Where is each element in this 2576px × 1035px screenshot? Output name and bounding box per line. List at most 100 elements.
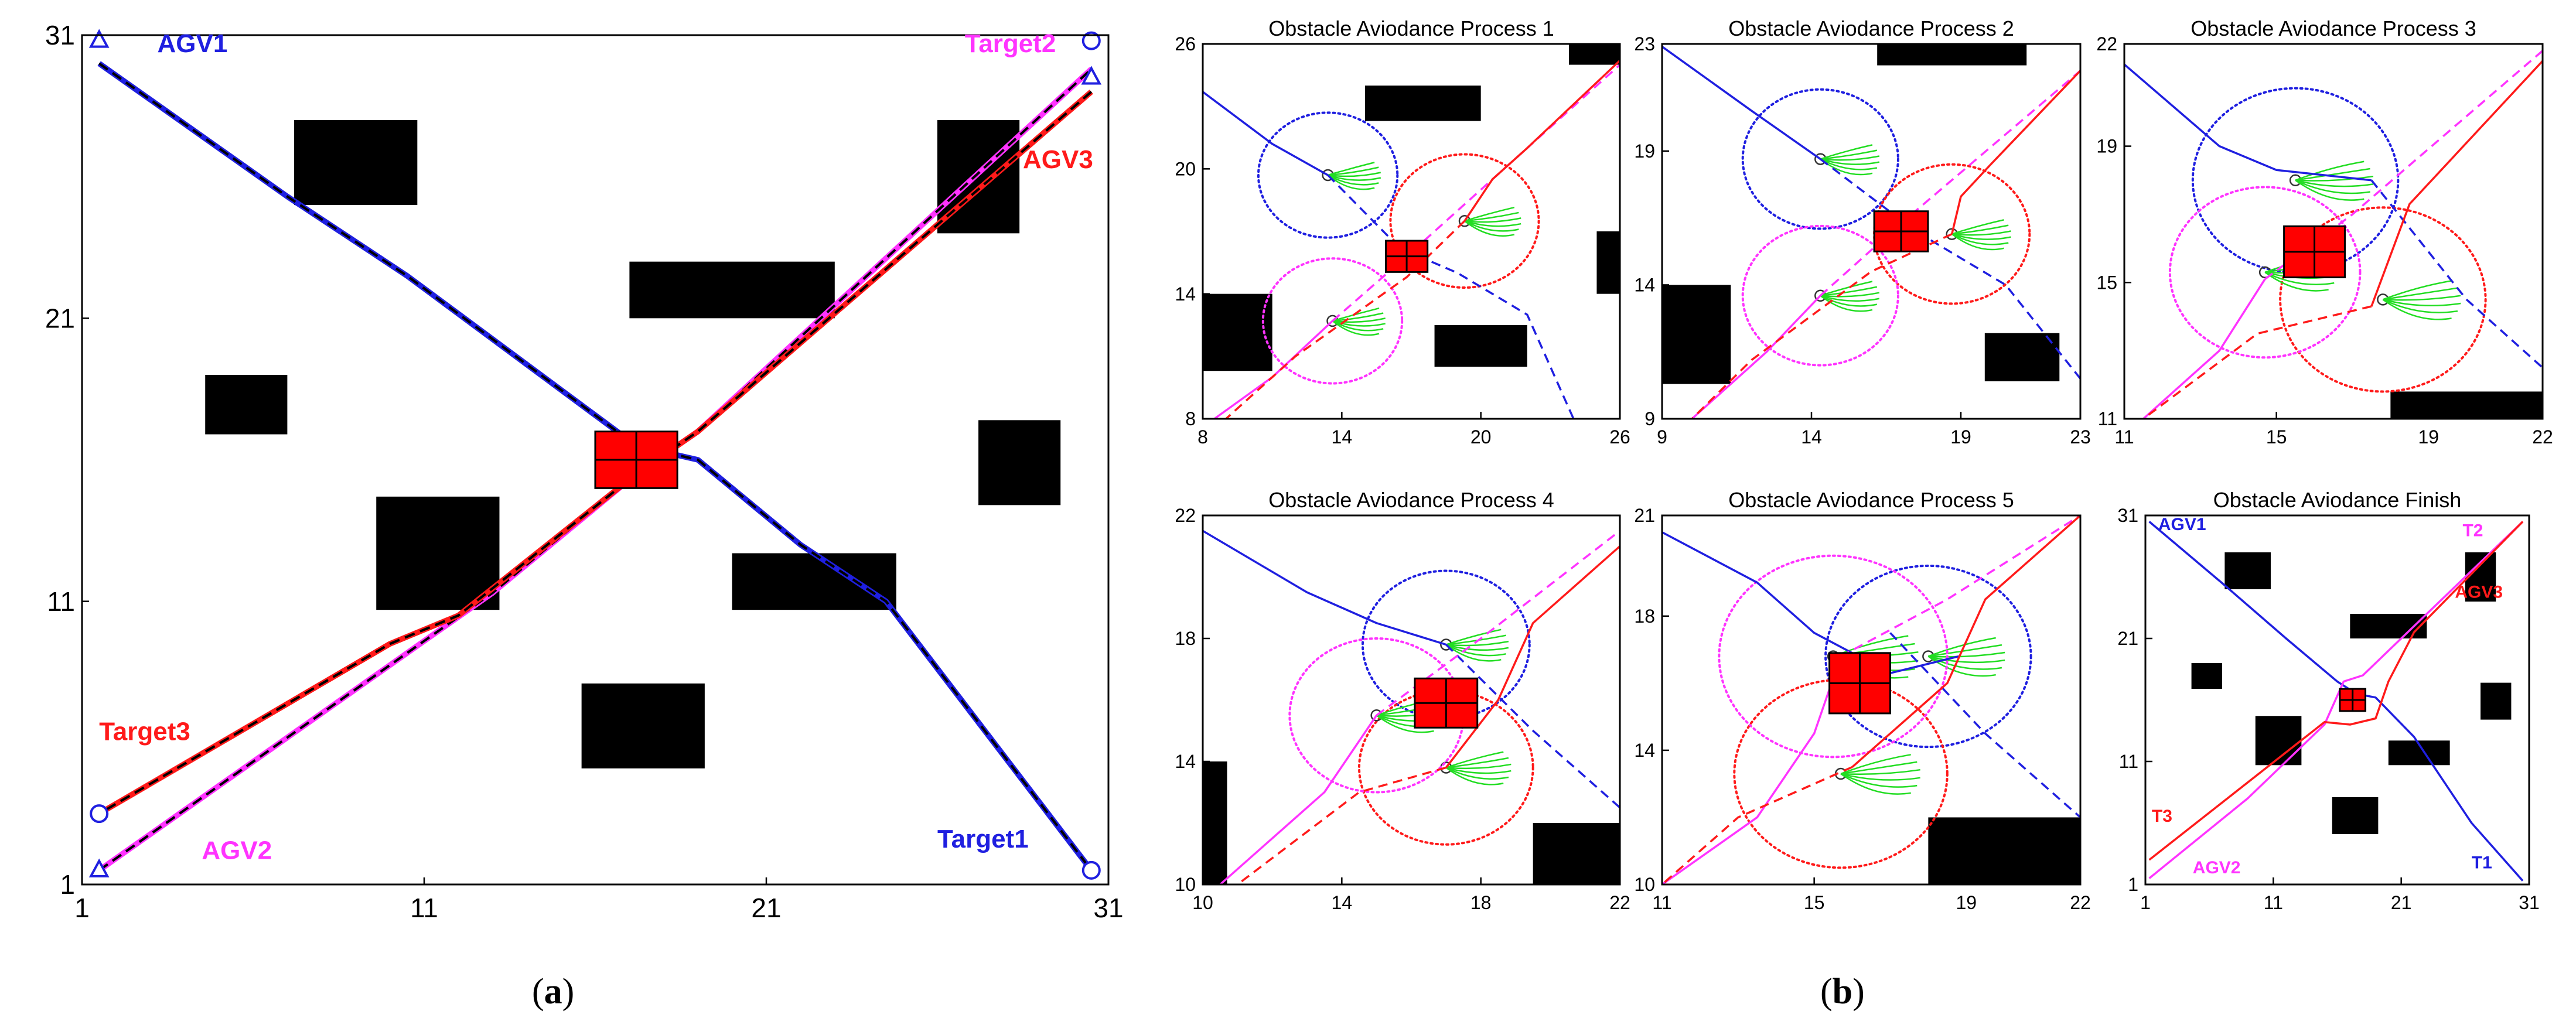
obstacle-1: [1662, 285, 1731, 384]
candidate-trajectory: [1445, 767, 1509, 780]
reference-path-agv3: [98, 91, 1093, 815]
series-label-3: AGV3: [2455, 583, 2503, 602]
y-tick-label: 20: [1175, 159, 1196, 180]
x-tick-label: 19: [2418, 426, 2439, 448]
candidate-trajectory: [1376, 715, 1434, 733]
x-tick-label: 18: [1470, 892, 1492, 913]
candidate-trajectory: [2295, 160, 2365, 181]
path-agv2-ref: [1840, 515, 2080, 658]
path-agv2: [2148, 521, 2524, 879]
series-label-1: AGV1: [157, 29, 227, 58]
axes-frame: [1661, 514, 2082, 886]
candidate-trajectory: [1446, 757, 1509, 768]
x-tick-label: 14: [1332, 892, 1353, 913]
path-agv1-ref: [1889, 632, 2080, 818]
path-agv3-ref: [1662, 766, 1853, 884]
x-tick-label: 23: [2070, 426, 2091, 448]
candidate-trajectory: [1445, 767, 1512, 774]
safety-circle-1: [1257, 111, 1399, 239]
path-agv3-ref: [1225, 220, 1466, 419]
y-tick-label: 11: [2119, 751, 2138, 772]
x-tick-label: 8: [1197, 426, 1208, 448]
obstacle-3: [1568, 44, 1620, 65]
path-agv1: [1662, 46, 1821, 160]
obstacle-1: [2224, 552, 2271, 589]
candidate-trajectory: [1446, 634, 1506, 645]
candidate-trajectory: [1820, 158, 1880, 165]
candidate-trajectory: [1464, 206, 1515, 222]
path-agv3: [1851, 515, 2080, 768]
path-agv3: [2370, 60, 2543, 307]
path-agv3-ref: [1691, 233, 1953, 419]
chart-p4: 10 14 18 22 10 14 18 22 Obstacle Aviodance Proce…: [1175, 488, 1630, 913]
target-marker-4: [1081, 31, 1101, 50]
candidate-trajectory: [1328, 174, 1381, 181]
plot-area: [1662, 515, 2080, 884]
caption-b-letter: b: [1832, 972, 1853, 1012]
candidate-trajectory: [1445, 628, 1502, 645]
candidate-trajectory: [1928, 655, 2005, 664]
plot-area: [1203, 44, 1620, 419]
candidate-trajectory: [1927, 655, 2002, 670]
plot-area: [2124, 50, 2543, 419]
x-tick-label: 19: [1950, 426, 1971, 448]
plot-area: [2148, 521, 2524, 882]
obstacle-8: [2332, 797, 2379, 834]
safety-circle-3: [2168, 186, 2362, 359]
y-tick-label: 9: [1644, 408, 1655, 429]
series-label-6: T1: [2472, 853, 2492, 873]
x-tick-label: 14: [1332, 426, 1353, 448]
candidate-trajectory: [1951, 233, 2009, 245]
x-tick-label: 22: [2070, 892, 2091, 913]
obstacle-4: [205, 375, 288, 435]
path-agv3: [1950, 70, 2080, 234]
x-tick-label: 20: [1470, 426, 1492, 448]
chart-title: Obstacle Aviodance Finish: [2213, 488, 2462, 512]
y-tick-label: 1: [2128, 874, 2138, 895]
candidate-trajectory: [1820, 286, 1878, 296]
candidate-trajectory: [2264, 271, 2329, 292]
chart-title: Obstacle Aviodance Process 1: [1268, 16, 1554, 40]
axes-frame: [1202, 43, 1621, 420]
series-label-6: Target1: [937, 825, 1029, 853]
y-tick-label: 11: [47, 586, 75, 617]
candidate-trajectory: [2295, 179, 2370, 194]
x-tick-label: 11: [1652, 892, 1671, 913]
candidate-trajectory: [1332, 320, 1386, 327]
axes-frame: [81, 34, 1110, 886]
chart-p3: 11 15 19 22 11 15 19 22 Obstacle Aviodance Proce…: [2096, 16, 2553, 448]
candidate-trajectory: [1840, 773, 1911, 795]
x-tick-label: 31: [2519, 892, 2540, 913]
x-tick-label: 9: [1657, 426, 1667, 448]
y-tick-label: 14: [1175, 751, 1196, 772]
candidate-trajectory: [1328, 162, 1375, 176]
obstacle-3: [2465, 552, 2496, 602]
candidate-trajectory: [2382, 280, 2452, 300]
axes-frame: [1202, 514, 1621, 886]
y-tick-label: 23: [1634, 33, 1655, 54]
candidate-trajectory: [1332, 312, 1384, 322]
x-tick-label: 1: [74, 893, 90, 923]
candidate-trajectory: [2295, 179, 2374, 187]
candidate-trajectory: [2295, 179, 2365, 201]
target-marker-6: [90, 804, 109, 824]
obstacle-2: [629, 261, 835, 319]
x-tick-label: 26: [1609, 426, 1630, 448]
plot-area: [1203, 530, 1620, 884]
candidate-trajectory: [2383, 295, 2461, 301]
chart-p2: 9 14 19 23 9 14 19 23 Obstacle Aviodance Process…: [1634, 16, 2090, 448]
series-label-5: AGV2: [2193, 858, 2241, 877]
path-agv3: [2148, 521, 2524, 861]
y-tick-label: 14: [1175, 283, 1196, 305]
x-tick-label: 31: [1093, 893, 1123, 923]
y-tick-label: 10: [1634, 874, 1655, 895]
obstacle-4: [2191, 663, 2222, 689]
candidate-trajectory: [1464, 220, 1519, 232]
series-label-3: AGV3: [1023, 145, 1093, 174]
candidate-trajectory: [1446, 763, 1512, 770]
series-label-5: AGV2: [202, 836, 272, 865]
x-tick-label: 15: [1804, 892, 1825, 913]
candidate-trajectory: [1820, 295, 1880, 302]
obstacle-6: [376, 496, 500, 610]
candidate-trajectory: [2295, 175, 2374, 182]
